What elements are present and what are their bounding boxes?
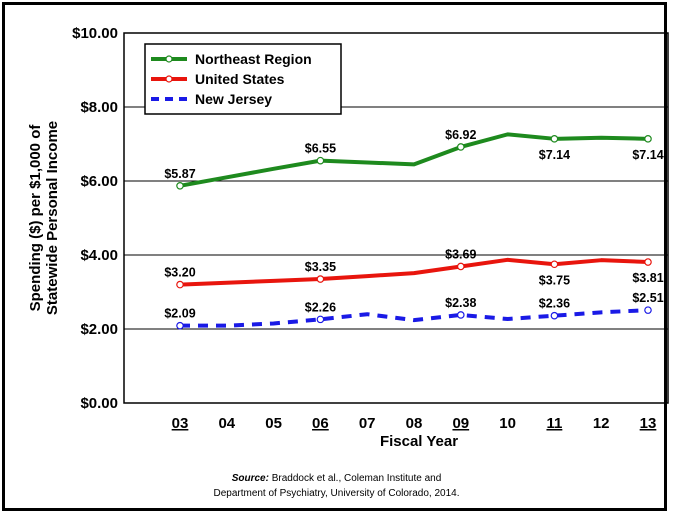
- data-label: $6.55: [305, 142, 336, 156]
- data-label: $3.81: [632, 271, 663, 285]
- legend-marker: [165, 75, 173, 83]
- data-label: $2.36: [539, 297, 570, 311]
- y-axis-title-line1: Spending ($) per $1,000 of: [27, 124, 44, 312]
- data-point: [550, 311, 559, 320]
- data-point: [316, 156, 325, 165]
- x-tick-label: 11: [546, 415, 562, 432]
- x-tick-label: 10: [499, 415, 516, 432]
- plot-area: [123, 32, 669, 404]
- data-point: [456, 143, 465, 151]
- data-label: $6.92: [445, 128, 476, 142]
- data-point: [316, 275, 325, 283]
- source-line-2: Department of Psychiatry, University of …: [213, 488, 460, 499]
- data-point: [644, 306, 652, 314]
- x-tick-label: 12: [593, 415, 610, 432]
- data-point: [550, 260, 559, 269]
- data-label: $5.87: [164, 167, 195, 181]
- legend-label: Northeast Region: [195, 51, 312, 67]
- y-tick-label: $8.00: [80, 99, 118, 116]
- data-point: [176, 280, 184, 289]
- data-label: $7.14: [632, 148, 663, 162]
- x-tick-label: 07: [359, 415, 376, 432]
- data-point: [644, 258, 652, 266]
- data-point: [644, 135, 652, 143]
- legend-marker: [165, 55, 173, 63]
- data-label: $3.69: [445, 247, 476, 261]
- data-label: $2.38: [445, 296, 476, 310]
- y-tick-label: $4.00: [80, 247, 118, 264]
- data-point: [550, 135, 559, 143]
- data-label: $2.09: [164, 307, 195, 321]
- series-line-united-states: [179, 257, 649, 287]
- x-tick-label: 08: [406, 415, 423, 432]
- y-axis-title-line2: Statewide Personal Income: [44, 121, 61, 315]
- series-line-new-jersey: [180, 308, 649, 328]
- legend-label: United States: [195, 71, 285, 87]
- data-point: [176, 182, 184, 190]
- data-label: $3.35: [305, 260, 336, 274]
- source-text-1: Braddock et al., Coleman Institute and: [271, 473, 442, 484]
- x-tick-label: 06: [312, 415, 329, 432]
- data-label: $3.20: [164, 266, 195, 280]
- x-tick-label: 04: [218, 415, 235, 432]
- y-tick-label: $2.00: [80, 321, 118, 338]
- x-tick-label: 03: [172, 415, 189, 432]
- data-label: $7.14: [539, 148, 570, 162]
- data-label: $2.26: [305, 300, 336, 314]
- y-tick-label: $6.00: [80, 173, 118, 190]
- y-tick-label: $10.00: [72, 25, 118, 42]
- data-point: [316, 315, 325, 324]
- data-point: [176, 321, 184, 330]
- legend-label: New Jersey: [195, 91, 272, 107]
- data-label: $3.75: [539, 273, 570, 287]
- data-point: [456, 262, 465, 271]
- source-line-1: Source: Braddock et al., Coleman Institu…: [0, 473, 673, 484]
- series-line-northeast-region: [179, 132, 649, 188]
- x-tick-label: 09: [452, 415, 469, 432]
- x-axis-title: Fiscal Year: [380, 433, 458, 450]
- data-label: $2.51: [632, 291, 663, 305]
- data-point: [456, 311, 465, 319]
- x-tick-label: 13: [640, 415, 657, 432]
- x-tick-label: 05: [265, 415, 282, 432]
- y-tick-label: $0.00: [80, 395, 118, 412]
- source-label: Source:: [231, 473, 269, 484]
